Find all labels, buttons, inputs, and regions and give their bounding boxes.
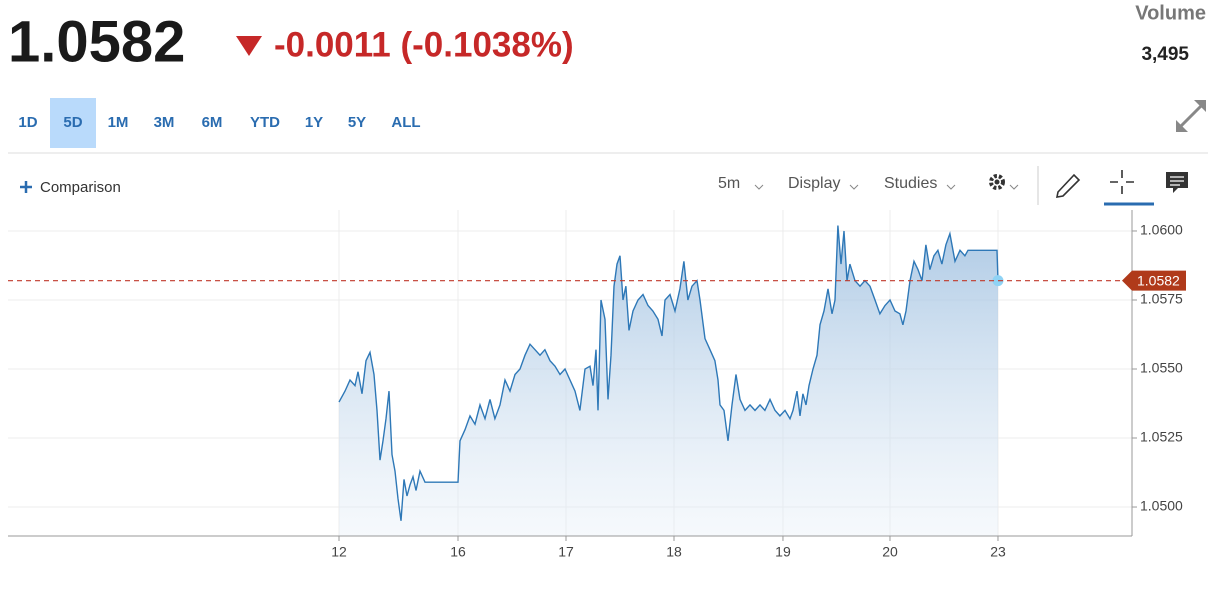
x-tick-label: 18 bbox=[666, 544, 682, 560]
volume-label: Volume bbox=[1135, 2, 1206, 24]
y-tick-label: 1.0525 bbox=[1140, 429, 1183, 445]
last-point bbox=[992, 275, 1004, 287]
price-change: -0.0011 (-0.1038%) bbox=[274, 25, 574, 64]
display-menu[interactable]: Display bbox=[788, 175, 840, 192]
plot: 1.0500 1.0525 1.0550 1.0575 1.0600 12 16 17 18 19… bbox=[8, 210, 1186, 560]
range-button[interactable]: 6M bbox=[202, 114, 223, 131]
caret bbox=[946, 184, 956, 190]
range-button[interactable]: 1D bbox=[18, 114, 37, 131]
x-tick-label: 20 bbox=[882, 544, 898, 560]
area bbox=[339, 225, 998, 536]
caret bbox=[849, 184, 859, 190]
range-buttons: 1D 5D 1M 3M 6M YTD 1Y 5Y ALL bbox=[18, 98, 421, 148]
crosshair-icon[interactable] bbox=[1110, 170, 1134, 194]
x-tick-label: 12 bbox=[331, 544, 347, 560]
range-button[interactable]: 1M bbox=[108, 114, 129, 131]
x-tick-label: 19 bbox=[775, 544, 791, 560]
comment-icon[interactable] bbox=[1166, 172, 1188, 193]
volume-value: 3,495 bbox=[1141, 44, 1189, 65]
expand-icon[interactable] bbox=[1176, 100, 1206, 132]
y-tick-label: 1.0575 bbox=[1140, 291, 1183, 307]
range-button[interactable]: ALL bbox=[391, 114, 420, 131]
y-tick-label: 1.0500 bbox=[1140, 498, 1183, 514]
comparison-button[interactable]: Comparison bbox=[20, 179, 121, 196]
price: 1.0582 bbox=[8, 9, 185, 74]
draw-icon[interactable] bbox=[1055, 173, 1081, 198]
interval-menu[interactable]: 5m bbox=[718, 175, 740, 192]
x-tick-label: 23 bbox=[990, 544, 1006, 560]
selected-range-bg bbox=[50, 98, 96, 148]
range-button[interactable]: 3M bbox=[154, 114, 175, 131]
comparison-label: Comparison bbox=[40, 179, 121, 196]
range-button[interactable]: 1Y bbox=[305, 114, 323, 131]
y-tick-label: 1.0550 bbox=[1140, 360, 1183, 376]
range-button[interactable]: 5D bbox=[63, 114, 82, 131]
x-tick-label: 17 bbox=[558, 544, 574, 560]
last-price-tag bbox=[1122, 270, 1186, 291]
range-button[interactable]: 5Y bbox=[348, 114, 366, 131]
line bbox=[338, 225, 999, 521]
down-arrow bbox=[236, 36, 262, 56]
plus-icon bbox=[20, 181, 32, 193]
last-price-label: 1.0582 bbox=[1137, 272, 1180, 288]
settings-icon[interactable] bbox=[989, 174, 1019, 190]
x-tick-label: 16 bbox=[450, 544, 466, 560]
caret bbox=[754, 184, 764, 190]
studies-menu[interactable]: Studies bbox=[884, 175, 937, 192]
range-button[interactable]: YTD bbox=[250, 114, 280, 131]
y-tick-label: 1.0600 bbox=[1140, 222, 1183, 238]
